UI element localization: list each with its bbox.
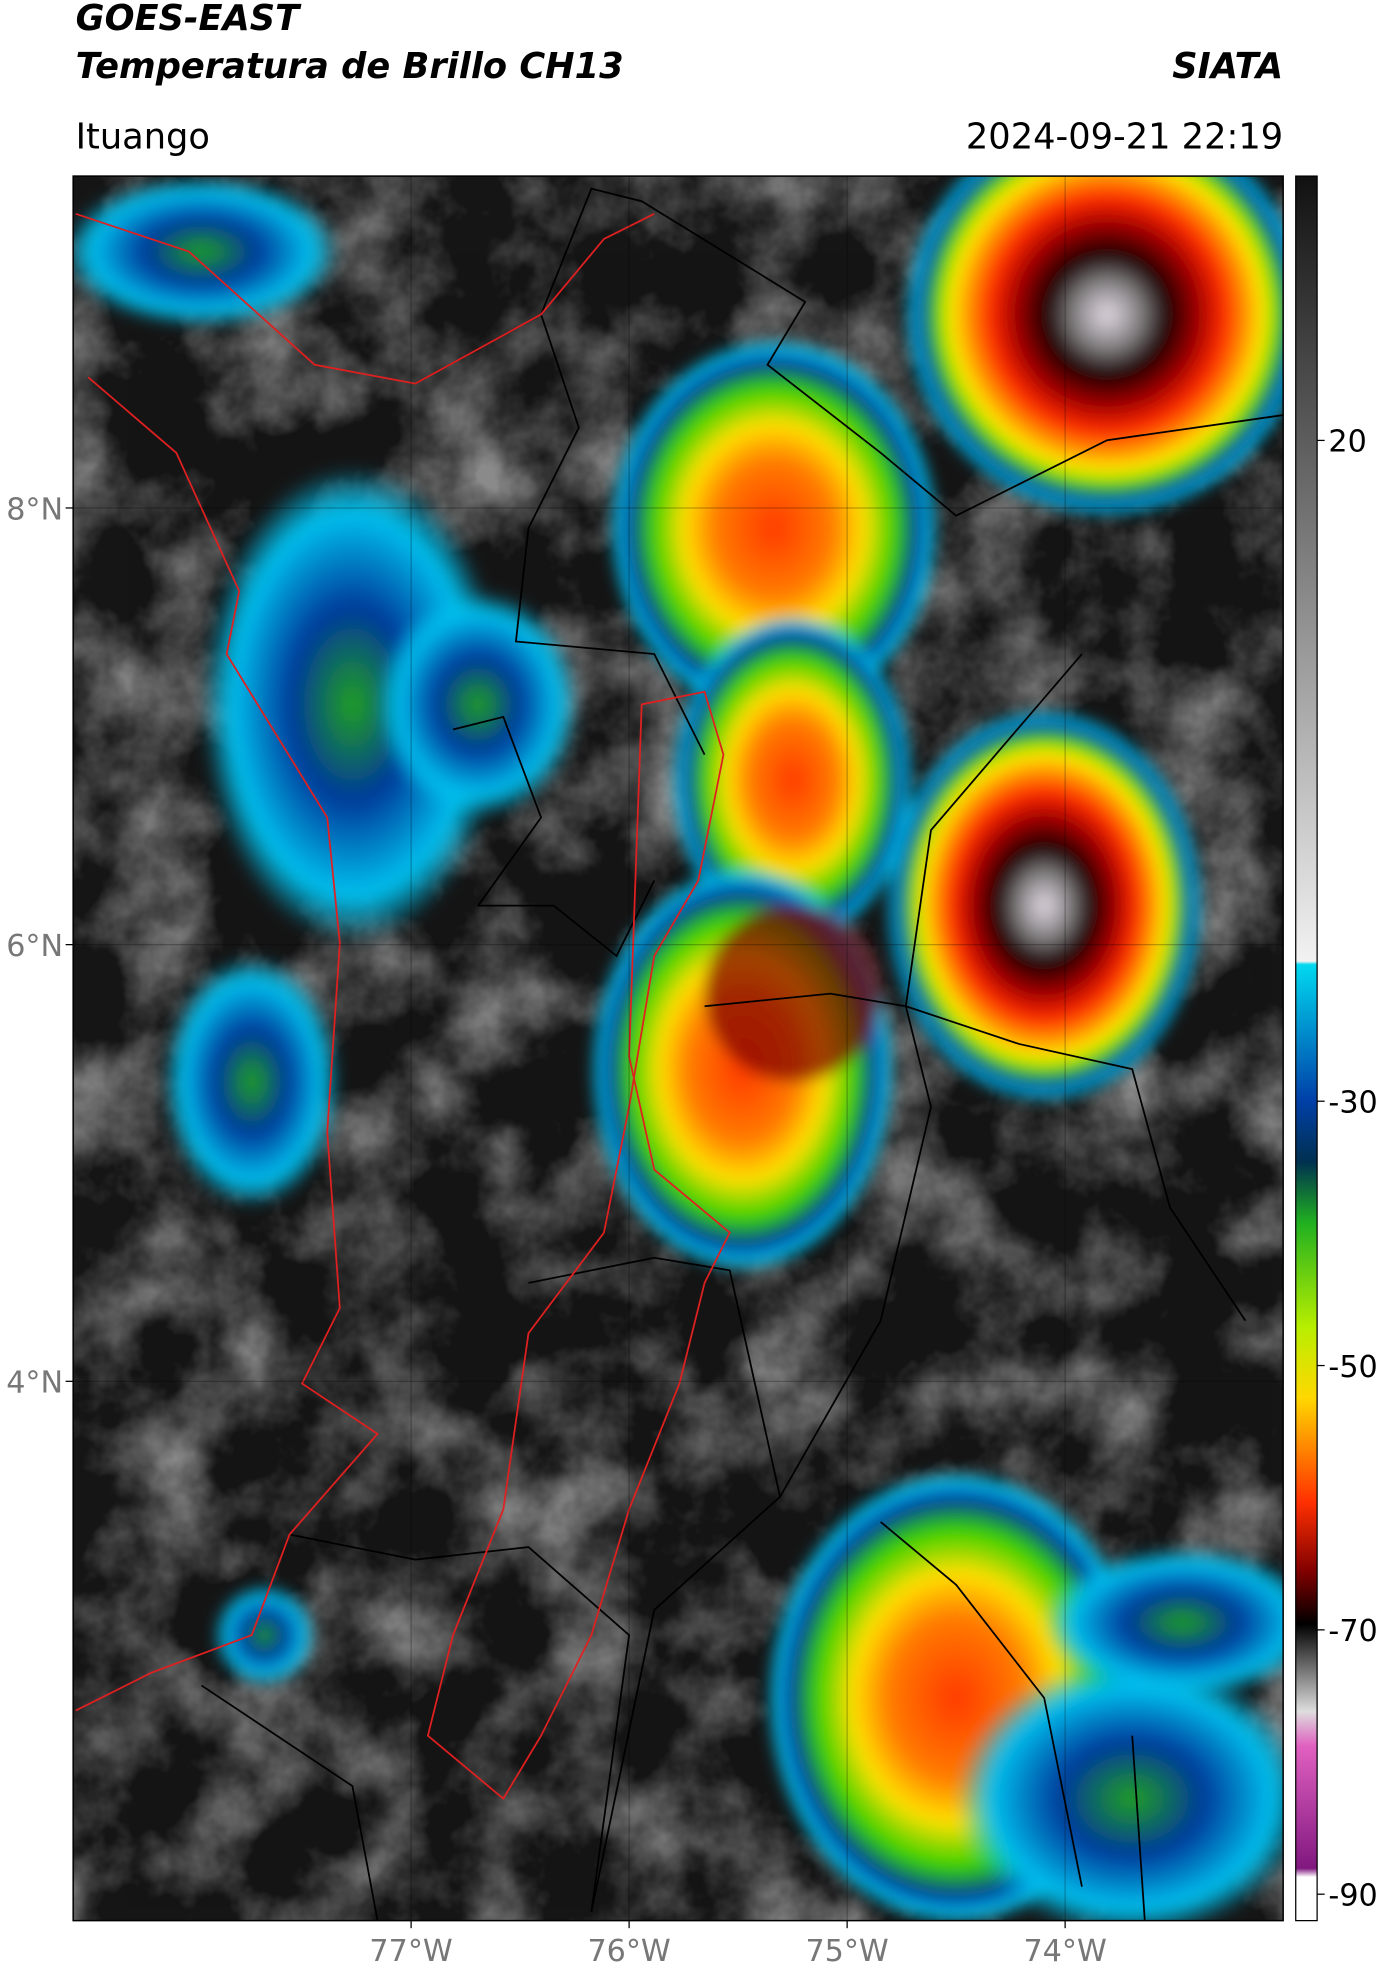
title: GOES-EAST: [76, 0, 302, 39]
colorbar-tick-label: -50: [1328, 1350, 1377, 1385]
x-tick-label: 76°W: [587, 1934, 670, 1969]
graticule: 77°W 76°W 75°W 74°W 8°N 6°N 4°N: [6, 176, 1284, 1969]
subtitle: Temperatura de Brillo CH13: [76, 46, 624, 87]
colorbar-tick-label: 20: [1328, 425, 1366, 460]
colorbar-tick-label: -70: [1328, 1614, 1377, 1649]
x-tick-label: 75°W: [805, 1934, 888, 1969]
map-frame: [72, 175, 1284, 1922]
x-tick-label: 74°W: [1023, 1934, 1106, 1969]
colorbar-ticks: 20 -30 -50 -70 -90: [1317, 425, 1378, 1914]
colorbar: [1295, 175, 1318, 1922]
colorbar-tick-label: -90: [1328, 1879, 1377, 1914]
source: SIATA: [1172, 46, 1283, 87]
map: [73, 176, 1284, 1921]
y-tick-label: 4°N: [6, 1366, 63, 1401]
y-tick-label: 8°N: [6, 492, 63, 527]
x-tick-label: 77°W: [369, 1934, 452, 1969]
colorbar-tick-label: -30: [1328, 1086, 1377, 1121]
y-tick-label: 6°N: [6, 929, 63, 964]
datetime: 2024-09-21 22:19: [966, 116, 1283, 157]
location: Ituango: [76, 116, 210, 157]
